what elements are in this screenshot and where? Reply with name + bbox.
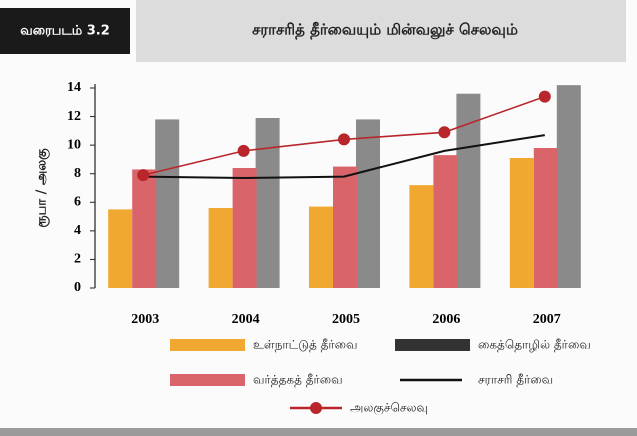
x-tick-label: 2003 [131, 312, 159, 327]
y-tick-label: 8 [74, 166, 81, 181]
y-tick-label: 6 [74, 195, 81, 210]
legend-label: கைத்தொழில் தீர்வை [478, 338, 591, 352]
title-banner [136, 0, 626, 62]
bar [108, 209, 133, 288]
bottom-band [0, 428, 637, 436]
line [143, 134, 545, 180]
legend-swatch [170, 339, 245, 351]
legend-marker [310, 402, 322, 414]
y-axis-label: ரூபா / அலகு [35, 148, 50, 228]
y-tick-label: 2 [74, 252, 81, 267]
figure-label-box [0, 8, 130, 54]
x-tick-label: 2004 [232, 312, 260, 327]
bar [208, 208, 233, 288]
marker [137, 169, 150, 182]
legend-label: உள்நாட்டுத் தீர்வை [253, 338, 358, 352]
legend-swatch [395, 339, 470, 351]
bar [556, 85, 581, 289]
bar [255, 118, 280, 288]
bar [533, 148, 558, 288]
marker [338, 133, 350, 146]
bar [433, 155, 458, 288]
marker [538, 90, 551, 103]
legend-label: வர்த்தகத் தீர்வை [253, 373, 343, 387]
legend-label: அலகுச்செலவு [350, 401, 428, 415]
bar [309, 206, 333, 288]
bar [333, 166, 357, 288]
x-tick-label: 2006 [432, 312, 460, 327]
y-tick-label: 14 [67, 80, 81, 95]
bar [232, 168, 257, 288]
figure-label: வரைபடம் 3.2 [20, 24, 110, 39]
bar [509, 158, 534, 288]
y-tick-label: 4 [74, 223, 81, 238]
bar [356, 119, 380, 288]
x-tick-label: 2007 [533, 312, 561, 327]
bar [456, 93, 481, 288]
bar [132, 169, 157, 288]
legend-label: சராசரி தீர்வை [478, 373, 553, 387]
x-tick-label: 2005 [332, 312, 360, 327]
bar [155, 119, 180, 288]
marker [438, 126, 451, 139]
y-tick-label: 12 [67, 109, 81, 124]
legend-swatch [170, 374, 245, 386]
y-tick-label: 0 [74, 280, 81, 295]
y-tick-label: 10 [67, 137, 81, 152]
chart-title: சராசரித் தீர்வையும் மின்வலுச் செலவும் [252, 21, 518, 40]
marker [237, 144, 250, 157]
bar [409, 185, 434, 288]
